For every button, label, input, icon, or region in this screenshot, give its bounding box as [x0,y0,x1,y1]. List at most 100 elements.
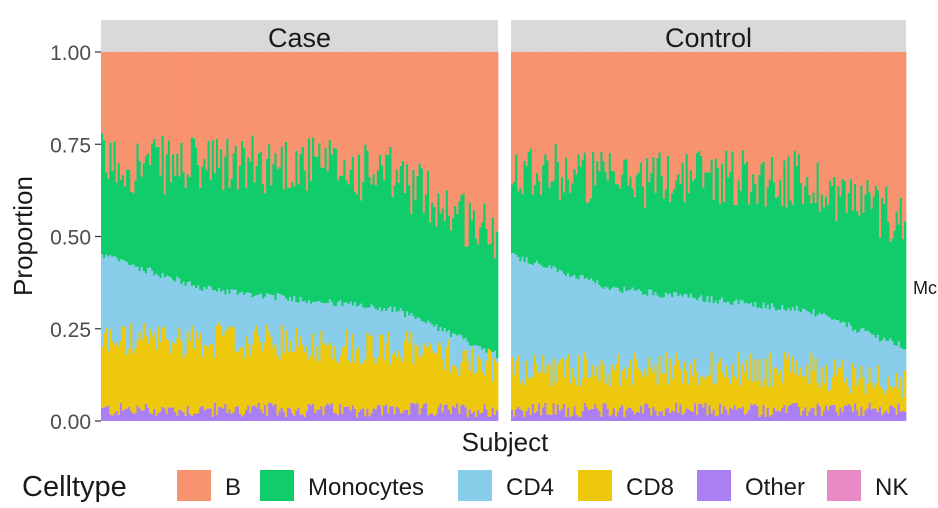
segment-cd8 [554,382,558,415]
legend-item-nk: NK [827,470,908,501]
segment-other [529,414,533,421]
segment-cd8 [312,333,315,404]
segment-monocytes [625,159,628,292]
subject-bar [733,52,736,421]
segment-monocytes [808,194,811,312]
segment-monocytes [393,185,396,307]
segment-other [681,414,684,421]
segment-other [105,406,108,421]
segment-b [573,52,576,169]
segment-cd8 [868,367,872,403]
segment-cd8 [612,370,616,409]
segment-other [121,410,125,421]
segment-cd8 [517,355,520,407]
segment-cd4 [383,308,386,361]
segment-b [335,52,338,149]
segment-cd4 [820,314,824,368]
segment-monocytes [723,201,726,303]
segment-monocytes [793,150,797,311]
subject-bar [654,52,657,421]
segment-other [138,408,142,421]
segment-monocytes [729,171,732,305]
segment-monocytes [389,146,392,307]
segment-other [234,406,238,421]
segment-monocytes [186,174,190,283]
segment-cd4 [897,341,901,390]
segment-cd8 [664,352,668,409]
subject-bar [234,52,238,421]
segment-cd8 [706,376,709,416]
segment-monocytes [854,183,857,330]
subject-bar [666,52,670,421]
segment-cd4 [812,309,815,371]
segment-cd4 [889,338,892,387]
segment-cd8 [831,376,834,405]
segment-cd8 [351,333,355,406]
segment-other [240,416,244,421]
segment-other [631,410,635,421]
segment-cd8 [718,358,722,404]
segment-b [529,52,533,149]
segment-monocytes [849,178,853,326]
subject-bar [184,52,188,421]
segment-cd8 [107,351,110,406]
segment-cd8 [335,360,338,414]
segment-cd8 [481,371,484,413]
segment-monocytes [190,137,194,287]
segment-cd8 [443,370,447,405]
segment-other [868,402,872,421]
segment-cd8 [540,371,543,416]
subject-bar [385,52,388,421]
segment-cd4 [203,287,206,345]
segment-b [493,52,497,259]
segment-other [562,403,566,421]
subject-bar [542,52,545,421]
segment-cd8 [733,376,736,406]
segment-b [236,52,240,190]
segment-b [364,52,367,145]
segment-other [656,415,659,421]
segment-cd4 [355,306,359,351]
segment-monocytes [745,161,749,303]
segment-cd8 [531,377,535,404]
segment-other [130,411,133,421]
segment-cd4 [629,289,632,360]
segment-cd8 [362,363,365,409]
segment-b [349,52,353,170]
segment-b [477,52,480,245]
segment-cd4 [174,281,177,345]
segment-other [677,413,680,421]
segment-other [835,411,838,421]
segment-monocytes [891,238,894,342]
subject-bar [517,52,520,421]
subject-bar [240,52,244,421]
segment-cd4 [617,288,620,355]
segment-cd8 [691,376,695,412]
segment-other [230,414,233,421]
legend-label: NK [875,474,908,501]
segment-other [401,412,405,421]
legend: Celltype B Monocytes CD4 CD8 Other NK [22,470,908,503]
segment-other [408,414,411,421]
facet-label: Control [665,23,752,53]
segment-b [569,52,572,193]
segment-b [374,52,378,186]
segment-cd4 [750,302,753,354]
segment-b [280,52,284,148]
segment-cd8 [662,374,666,417]
segment-other [546,414,549,421]
subject-bar [439,52,442,421]
segment-cd8 [818,387,822,407]
segment-cd8 [268,331,271,403]
segment-other [772,407,776,421]
segment-cd8 [341,347,344,415]
segment-b [360,52,363,201]
segment-cd4 [560,271,564,359]
segment-cd4 [184,285,188,354]
subject-bar [822,52,826,421]
segment-cd8 [197,338,200,414]
segment-other [270,402,273,421]
segment-cd4 [376,310,380,357]
subject-bar [412,52,415,421]
segment-cd8 [132,353,135,414]
